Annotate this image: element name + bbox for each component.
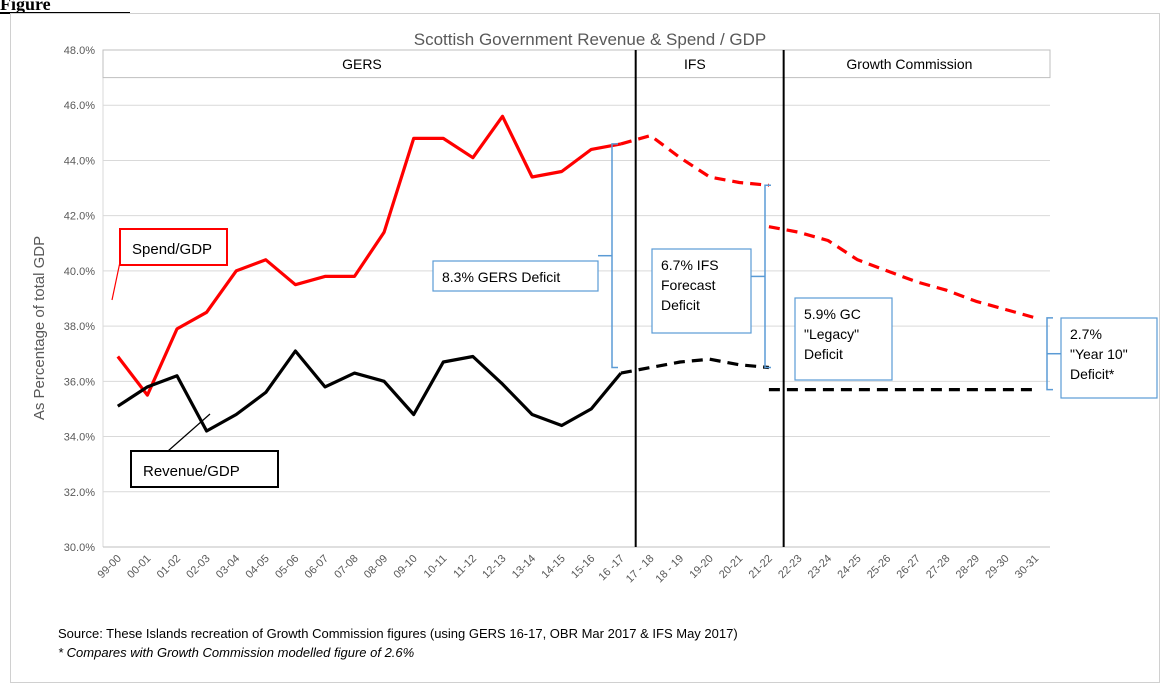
year10-deficit-box <box>1060 317 1158 399</box>
x-tick-label: 18 - 19 <box>653 553 686 586</box>
year10-deficit-text: "Year 10" <box>1070 346 1128 362</box>
x-tick-label: 07-08 <box>332 553 360 581</box>
ifs-deficit-text: Deficit <box>661 297 700 313</box>
y-tick-label: 36.0% <box>64 376 95 388</box>
y-tick-label: 42.0% <box>64 211 95 223</box>
spend-series-line <box>620 134 770 187</box>
spend-label-pointer <box>111 261 121 301</box>
figure-label: Figure <box>0 0 51 14</box>
x-tick-label: 26-27 <box>895 553 923 581</box>
period-label: Growth Commission <box>846 56 972 72</box>
x-tick-label: 12-13 <box>480 553 508 581</box>
y-tick-label: 46.0% <box>64 100 95 112</box>
revenue-label-box <box>130 450 279 488</box>
spend-label-box <box>119 228 228 266</box>
x-tick-label: 25-26 <box>865 553 893 581</box>
y-tick-label: 34.0% <box>64 432 95 444</box>
period-header-band <box>102 49 1051 79</box>
ifs-deficit-text: 6.7% IFS <box>661 257 719 273</box>
x-tick-label: 17 - 18 <box>624 553 657 586</box>
spend-series-line <box>116 114 622 397</box>
y-tick-label: 48.0% <box>64 45 95 57</box>
x-tick-label: 28-29 <box>954 553 982 581</box>
chart-title: Scottish Government Revenue & Spend / GD… <box>414 30 766 49</box>
y-tick-label: 44.0% <box>64 155 95 167</box>
x-tick-label: 30-31 <box>1013 553 1041 581</box>
period-label: GERS <box>342 56 382 72</box>
x-tick-label: 05-06 <box>273 553 301 581</box>
gers-deficit-text: 8.3% GERS Deficit <box>442 269 560 285</box>
x-tick-label: 22-23 <box>776 553 804 581</box>
footnote: * Compares with Growth Commission modell… <box>58 645 415 660</box>
gc-legacy-deficit-text: Deficit <box>804 346 843 362</box>
x-tick-label: 29-30 <box>983 553 1011 581</box>
source-note: Source: These Islands recreation of Grow… <box>58 626 738 641</box>
y-tick-label: 30.0% <box>64 542 95 554</box>
gc-legacy-deficit-box <box>794 297 893 381</box>
x-tick-label: 24-25 <box>835 553 863 581</box>
y-tick-label: 38.0% <box>64 321 95 333</box>
x-tick-label: 04-05 <box>244 553 272 581</box>
spend-label-text: Spend/GDP <box>132 241 212 258</box>
x-tick-label: 08-09 <box>362 553 390 581</box>
x-tick-label: 15-16 <box>569 553 597 581</box>
x-tick-label: 19-20 <box>687 553 715 581</box>
x-tick-label: 06-07 <box>303 553 331 581</box>
y-axis-label: As Percentage of total GDP <box>31 236 48 420</box>
x-tick-label: 00-01 <box>125 553 153 581</box>
x-tick-label: 21-22 <box>747 553 775 581</box>
x-tick-label: 01-02 <box>155 553 183 581</box>
x-tick-label: 03-04 <box>214 553 242 581</box>
x-tick-label: 09-10 <box>391 553 419 581</box>
x-tick-label: 13-14 <box>510 553 538 581</box>
ifs-deficit-box <box>651 248 752 334</box>
x-tick-label: 02-03 <box>184 553 212 581</box>
period-label: IFS <box>684 56 706 72</box>
x-tick-label: 27-28 <box>924 553 952 581</box>
x-tick-label: 11-12 <box>451 553 479 581</box>
x-tick-label: 99-00 <box>96 553 124 581</box>
x-tick-label: 23-24 <box>806 553 834 581</box>
y-tick-label: 40.0% <box>64 266 95 278</box>
year10-deficit-text: 2.7% <box>1070 326 1102 342</box>
ifs-deficit-bracket <box>764 184 771 369</box>
x-tick-label: 16 -17 <box>596 553 627 584</box>
revenue-series-line <box>620 357 770 375</box>
gc-legacy-deficit-text: "Legacy" <box>804 326 859 342</box>
chart-frame <box>10 13 1160 683</box>
revenue-label-text: Revenue/GDP <box>143 463 240 480</box>
year10-deficit-text: Deficit* <box>1070 366 1115 382</box>
gers-deficit-box <box>432 260 599 292</box>
gc-legacy-deficit-text: 5.9% GC <box>804 306 861 322</box>
x-tick-label: 14-15 <box>539 553 567 581</box>
spend-series-line <box>768 225 1036 320</box>
ifs-deficit-text: Forecast <box>661 277 716 293</box>
revenue-series-line <box>116 349 623 433</box>
revenue-label-pointer <box>167 413 211 452</box>
x-tick-label: 20-21 <box>717 553 745 581</box>
y-tick-label: 32.0% <box>64 487 95 499</box>
gers-deficit-bracket <box>611 143 618 369</box>
x-tick-label: 10-11 <box>422 553 450 581</box>
